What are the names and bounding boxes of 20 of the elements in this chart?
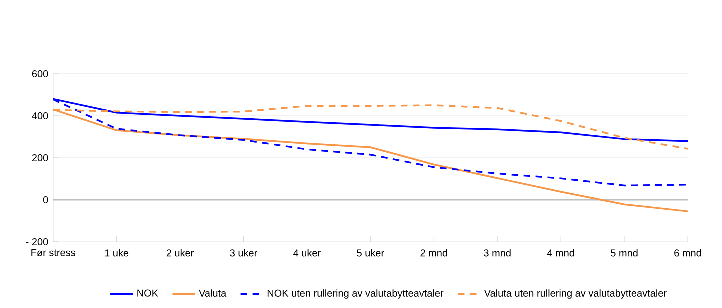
- x-tick-label: 4 mnd: [547, 249, 574, 257]
- legend-label: NOK: [138, 290, 158, 297]
- y-tick-label: 0: [43, 196, 48, 204]
- legend-label: Valuta: [199, 290, 227, 297]
- x-tick-label: 6 mnd: [674, 249, 702, 257]
- x-tick-label: 4 uker: [294, 249, 321, 257]
- legend-label: NOK uten rullering av valutabytteavtaler: [268, 290, 444, 299]
- x-tick-label: 5 uker: [357, 249, 384, 257]
- legend-label: Valuta uten rullering av valutabytteavtaler: [484, 290, 667, 299]
- x-tick-label: 2 mnd: [420, 249, 448, 257]
- y-tick-label: 200: [32, 154, 48, 162]
- x-tick-label: Før stress: [32, 249, 76, 256]
- y-tick-label: 400: [32, 112, 48, 120]
- x-tick-label: 1 uke: [105, 249, 129, 257]
- x-tick-label: 5 mnd: [611, 249, 638, 257]
- x-tick-label: 2 uker: [166, 249, 194, 257]
- y-tick-label: 600: [32, 70, 48, 78]
- y-tick-label: - 200: [26, 238, 48, 246]
- x-tick-label: 3 mnd: [484, 249, 511, 257]
- x-tick-label: 3 uker: [230, 249, 258, 257]
